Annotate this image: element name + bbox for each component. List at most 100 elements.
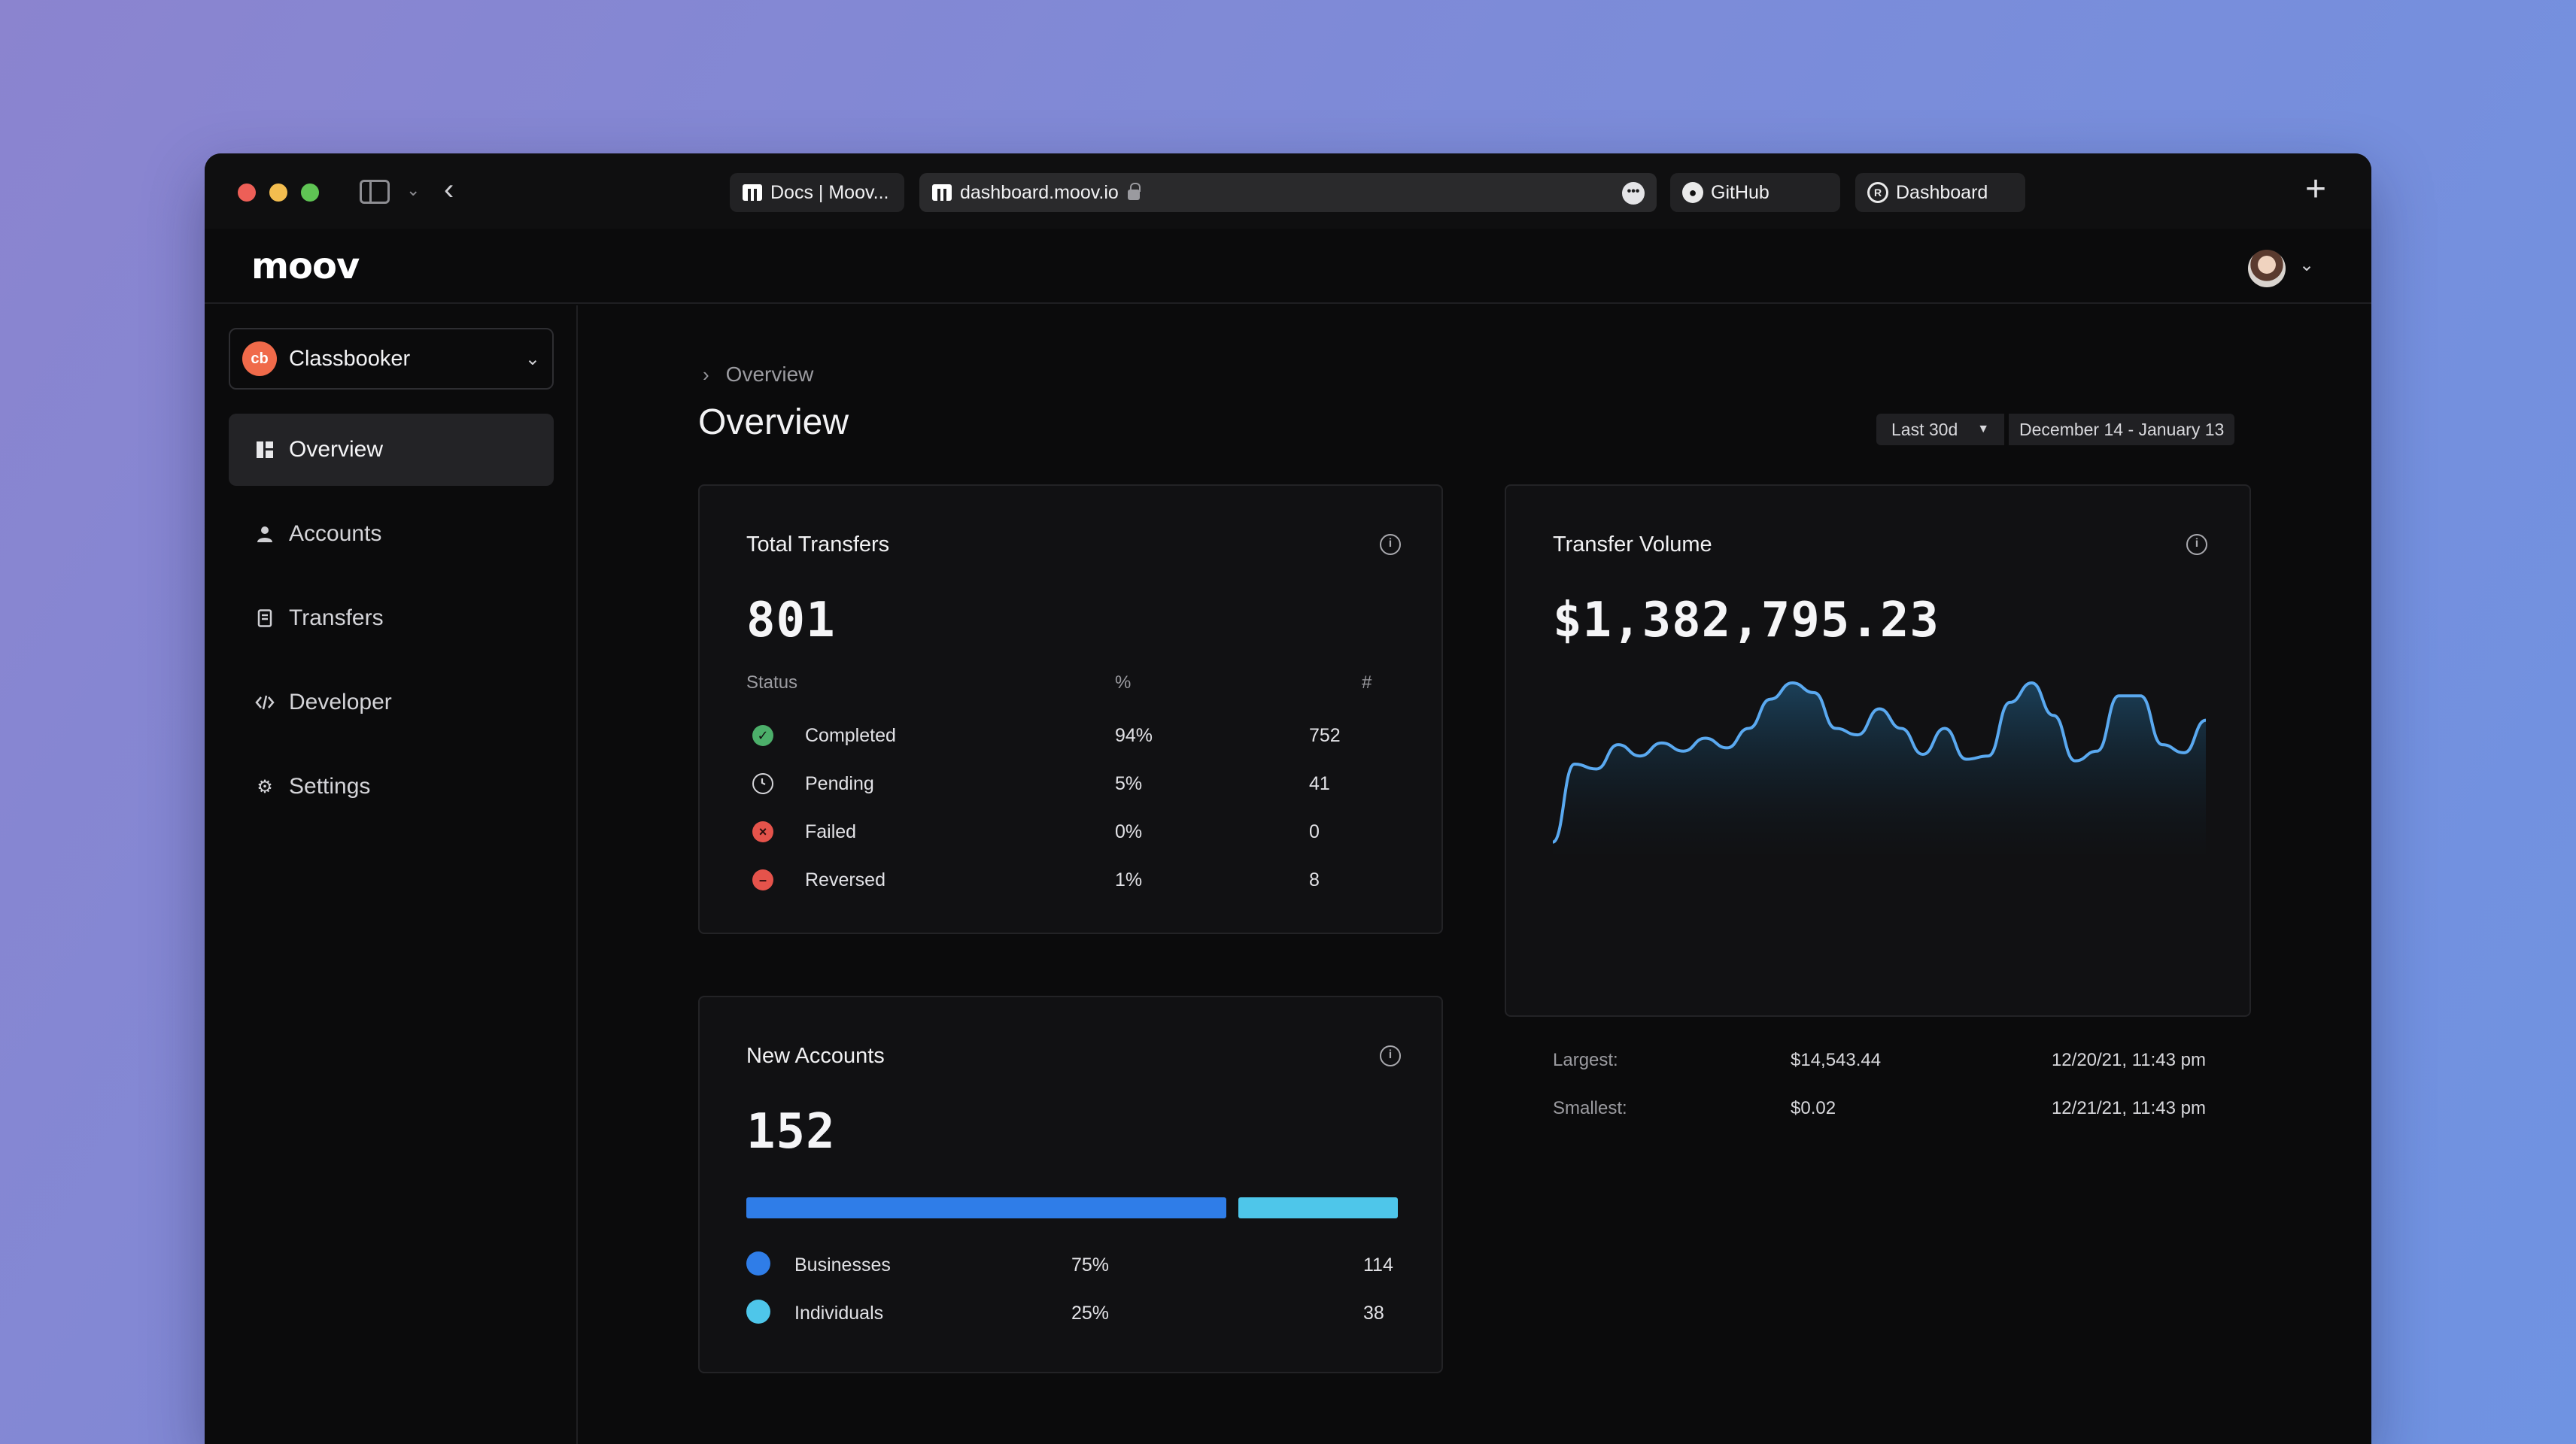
- volume-area: [1553, 683, 2206, 854]
- status-percent: 94%: [1115, 725, 1153, 746]
- smallest-value: $0.02: [1791, 1098, 1836, 1118]
- browser-window: ⌄ ‹ Docs | Moov... dashboard.moov.io •••…: [205, 153, 2371, 1444]
- tab-github[interactable]: ● GitHub: [1670, 173, 1840, 212]
- account-type-percent: 75%: [1071, 1254, 1110, 1276]
- dashboard-favicon-icon: R: [1867, 182, 1888, 203]
- overview-icon: [254, 439, 275, 460]
- status-count: 0: [1309, 821, 1320, 842]
- individuals-bar-segment: [1238, 1197, 1398, 1218]
- sidebar-toggle-icon[interactable]: [360, 180, 390, 204]
- transfer-volume-value: $1,382,795.23: [1553, 593, 1940, 648]
- status-count: 8: [1309, 869, 1320, 890]
- caret-down-icon: ▼: [1977, 423, 1990, 435]
- account-type-label: Individuals: [794, 1303, 884, 1324]
- chevron-right-icon: ›: [703, 363, 709, 386]
- x-circle-icon: ×: [752, 821, 773, 842]
- info-icon[interactable]: i: [1380, 534, 1401, 555]
- code-icon: [254, 692, 275, 713]
- info-icon[interactable]: i: [2186, 534, 2207, 555]
- info-icon[interactable]: i: [1380, 1045, 1401, 1066]
- new-accounts-card: New Accounts i 152 Businesses 75% 114 In…: [698, 996, 1443, 1373]
- date-range-text: December 14 - January 13: [2019, 419, 2225, 439]
- minimize-window-button[interactable]: [269, 184, 287, 202]
- minus-circle-icon: –: [752, 869, 773, 890]
- status-count: 41: [1309, 773, 1330, 794]
- card-title: Total Transfers: [746, 532, 890, 557]
- total-transfers-card: Total Transfers i 801 Status % # ✓ Compl…: [698, 484, 1443, 934]
- accounts-row-individuals: Individuals 25% 38: [746, 1297, 1398, 1327]
- clock-icon: [752, 773, 773, 794]
- status-label: Completed: [805, 725, 896, 746]
- sidebar-item-label: Transfers: [289, 605, 384, 630]
- sidebar-item-accounts[interactable]: Accounts: [229, 498, 554, 570]
- app-header: moov ⌄: [205, 229, 2371, 304]
- check-circle-icon: ✓: [752, 725, 773, 746]
- tab-label: Docs | Moov...: [770, 181, 889, 203]
- largest-date: 12/20/21, 11:43 pm: [2051, 1050, 2206, 1070]
- largest-label: Largest:: [1553, 1050, 1618, 1070]
- zoom-window-button[interactable]: [301, 184, 319, 202]
- sidebar-item-label: Overview: [289, 437, 384, 462]
- org-name: Classbooker: [289, 346, 411, 371]
- transfer-volume-card: Transfer Volume i $1,382,795.23 Largest:…: [1505, 484, 2251, 1118]
- chevron-down-icon[interactable]: ⌄: [2299, 255, 2315, 275]
- more-options-icon[interactable]: •••: [1622, 182, 1645, 205]
- page-title: Overview: [698, 402, 849, 442]
- smallest-date: 12/21/21, 11:43 pm: [2051, 1098, 2206, 1118]
- smallest-label: Smallest:: [1553, 1098, 1627, 1118]
- moov-favicon-icon: [742, 182, 763, 203]
- status-count: 752: [1309, 725, 1341, 746]
- address-bar[interactable]: dashboard.moov.io •••: [919, 173, 1657, 212]
- tab-docs[interactable]: Docs | Moov...: [730, 173, 904, 212]
- percent-column-header: %: [1115, 672, 1132, 693]
- status-row-completed: ✓ Completed 94% 752: [746, 720, 1408, 751]
- url-text: dashboard.moov.io: [960, 181, 1119, 203]
- tab-dashboard[interactable]: R Dashboard: [1855, 173, 2025, 212]
- largest-value: $14,543.44: [1791, 1050, 1882, 1070]
- businesses-bar-segment: [746, 1197, 1226, 1218]
- accounts-row-businesses: Businesses 75% 114: [746, 1248, 1398, 1279]
- breadcrumb-item[interactable]: Overview: [725, 363, 814, 386]
- sidebar-item-label: Developer: [289, 690, 392, 714]
- org-selector[interactable]: cb Classbooker ⌄: [229, 328, 554, 390]
- sidebar-item-settings[interactable]: ⚙ Settings: [229, 751, 554, 823]
- new-tab-icon[interactable]: +: [2305, 169, 2327, 209]
- sidebar: cb Classbooker ⌄ Overview Accounts Trans…: [205, 305, 578, 1444]
- status-row-failed: × Failed 0% 0: [746, 817, 1408, 847]
- sidebar-item-label: Settings: [289, 774, 371, 799]
- date-range-picker[interactable]: December 14 - January 13: [2009, 414, 2235, 445]
- count-column-header: #: [1362, 672, 1372, 693]
- back-arrow-icon[interactable]: ‹: [444, 173, 454, 206]
- account-type-percent: 25%: [1071, 1303, 1110, 1324]
- account-type-label: Businesses: [794, 1254, 891, 1276]
- chevron-down-icon[interactable]: ⌄: [406, 180, 421, 199]
- status-label: Pending: [805, 773, 874, 794]
- sidebar-item-label: Accounts: [289, 521, 382, 546]
- avatar[interactable]: [2248, 250, 2286, 287]
- tab-label: Dashboard: [1896, 181, 1988, 203]
- account-type-count: 114: [1363, 1254, 1393, 1276]
- transfer-volume-chart: [1553, 681, 2206, 854]
- close-window-button[interactable]: [238, 184, 256, 202]
- sidebar-item-overview[interactable]: Overview: [229, 414, 554, 486]
- gear-icon: ⚙: [257, 776, 273, 797]
- chevron-down-icon: ⌄: [524, 348, 540, 369]
- lock-icon: [1127, 183, 1141, 200]
- person-icon: [254, 523, 275, 545]
- card-title: Transfer Volume: [1553, 532, 1712, 557]
- sidebar-item-transfers[interactable]: Transfers: [229, 582, 554, 654]
- browser-toolbar: ⌄ ‹ Docs | Moov... dashboard.moov.io •••…: [205, 153, 2371, 229]
- status-label: Failed: [805, 821, 857, 842]
- accounts-split-bar: [746, 1197, 1398, 1218]
- volume-line: [1553, 681, 2206, 844]
- status-percent: 1%: [1115, 869, 1143, 890]
- sidebar-item-developer[interactable]: Developer: [229, 666, 554, 739]
- moov-favicon-icon: [931, 182, 952, 203]
- businesses-dot-icon: [746, 1251, 770, 1276]
- tab-label: GitHub: [1711, 181, 1769, 203]
- org-logo-icon: cb: [242, 341, 277, 376]
- status-column-header: Status: [746, 672, 798, 693]
- moov-logo[interactable]: moov: [251, 245, 360, 287]
- breadcrumb: › Overview: [703, 363, 813, 387]
- date-range-select[interactable]: Last 30d ▼: [1876, 414, 2005, 445]
